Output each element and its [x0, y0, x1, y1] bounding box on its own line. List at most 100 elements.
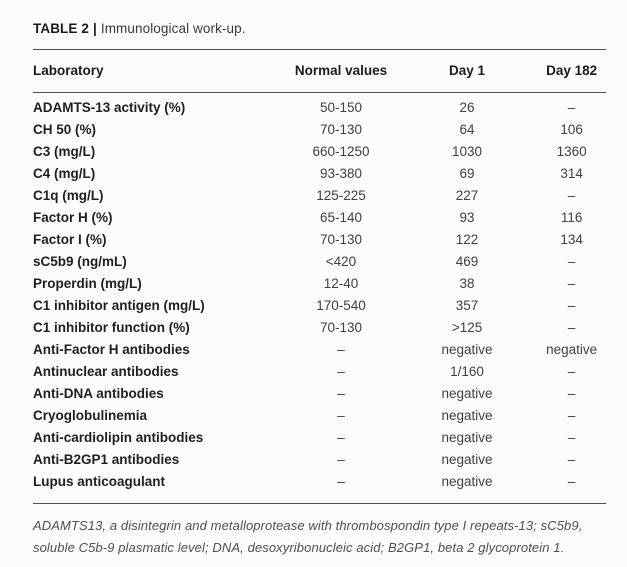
table-row: Anti-Factor H antibodies – negative negativ… [33, 339, 606, 361]
cell-day1: 1030 [452, 144, 483, 159]
row-label: Anti-Factor H antibodies [33, 342, 190, 357]
row-label: Cryoglobulinemia [33, 408, 148, 423]
cell-day1: 1/160 [450, 364, 484, 379]
column-header-day182: Day 182 [546, 63, 598, 78]
row-label: Properdin (mg/L) [33, 276, 142, 291]
cell-day182: – [567, 364, 576, 379]
row-label: Antinuclear antibodies [33, 364, 179, 379]
cell-day182: – [567, 452, 576, 467]
table-row: C4 (mg/L) 93-380 69 314 [33, 163, 606, 185]
cell-normal-values: 125-225 [316, 188, 366, 203]
table-label: TABLE 2 [33, 21, 89, 36]
cell-normal-values: 70-130 [319, 320, 362, 335]
table-row: C1 inhibitor antigen (mg/L) 170-540 357 – [33, 295, 606, 317]
cell-normal-values: 70-130 [319, 122, 362, 137]
cell-normal-values: – [337, 364, 345, 379]
row-label: C1 inhibitor antigen (mg/L) [33, 298, 205, 313]
cell-day182: 314 [560, 166, 583, 181]
cell-day182: – [567, 100, 576, 115]
cell-day1: negative [441, 386, 493, 401]
row-label: Anti-cardiolipin antibodies [33, 430, 204, 445]
cell-day1: 38 [459, 276, 475, 291]
cell-day182: – [567, 430, 576, 445]
table-row: ADAMTS-13 activity (%) 50-150 26 – [33, 93, 606, 120]
row-label: sC5b9 (ng/mL) [33, 254, 127, 269]
table-row: Factor I (%) 70-130 122 134 [33, 229, 606, 251]
cell-day1: 64 [459, 122, 475, 137]
table-row: Lupus anticoagulant – negative – [33, 471, 606, 504]
cell-day1: negative [441, 452, 493, 467]
cell-day1: 357 [455, 298, 479, 313]
cell-day1: negative [441, 408, 493, 423]
row-label: Anti-B2GP1 antibodies [33, 452, 180, 467]
cell-day1: negative [441, 474, 493, 489]
table-row: Properdin (mg/L) 12-40 38 – [33, 273, 606, 295]
table-row: C1q (mg/L) 125-225 227 – [33, 185, 606, 207]
cell-day1: 69 [459, 166, 475, 181]
cell-normal-values: – [337, 408, 345, 423]
cell-day182: 116 [560, 210, 583, 225]
cell-normal-values: 660-1250 [312, 144, 370, 159]
caption-text: Immunological work-up. [100, 21, 246, 36]
immunology-table: Laboratory Normal values Day 1 Day 182 A… [33, 49, 606, 504]
column-header-laboratory: Laboratory [33, 63, 104, 78]
cell-normal-values: 12-40 [323, 276, 359, 291]
cell-day1: 227 [455, 188, 479, 203]
table-row: sC5b9 (ng/mL) <420 469 – [33, 251, 606, 273]
cell-normal-values: 170-540 [316, 298, 366, 313]
table-row: Cryoglobulinemia – negative – [33, 405, 606, 427]
row-label: Factor H (%) [33, 210, 113, 225]
cell-day182: 1360 [556, 144, 587, 159]
table-row: Anti-DNA antibodies – negative – [33, 383, 606, 405]
table-row: CH 50 (%) 70-130 64 106 [33, 119, 606, 141]
cell-normal-values: 65-140 [319, 210, 362, 225]
caption-separator: | [92, 21, 97, 36]
column-header-normal-values: Normal values [294, 63, 388, 78]
table-footnote: ADAMTS13, a disintegrin and metalloprote… [33, 518, 583, 555]
cell-day182: – [567, 298, 576, 313]
row-label: Anti-DNA antibodies [33, 386, 164, 401]
table-row: Anti-B2GP1 antibodies – negative – [33, 449, 606, 471]
row-label: C1 inhibitor function (%) [33, 320, 190, 335]
table-row: C1 inhibitor function (%) 70-130 >125 – [33, 317, 606, 339]
cell-day182: negative [546, 342, 598, 357]
table-row: C3 (mg/L) 660-1250 1030 1360 [33, 141, 606, 163]
cell-day182: – [567, 386, 576, 401]
table-row: Anti-cardiolipin antibodies – negative – [33, 427, 606, 449]
cell-day182: – [567, 254, 576, 269]
cell-day1: 469 [455, 254, 479, 269]
cell-normal-values: 93-380 [319, 166, 362, 181]
row-label: C4 (mg/L) [33, 166, 96, 181]
row-label: CH 50 (%) [33, 122, 97, 137]
cell-day182: – [567, 188, 576, 203]
cell-normal-values: 70-130 [319, 232, 362, 247]
header-row: Laboratory Normal values Day 1 Day 182 [33, 49, 606, 93]
table-caption: TABLE 2 | Immunological work-up. [33, 21, 606, 36]
cell-day1: negative [441, 430, 493, 445]
cell-day182: 106 [560, 122, 583, 137]
cell-normal-values: 50-150 [319, 100, 362, 115]
cell-day1: 122 [455, 232, 479, 247]
row-label: ADAMTS-13 activity (%) [33, 100, 186, 115]
column-header-day1: Day 1 [449, 63, 486, 78]
cell-normal-values: – [337, 386, 345, 401]
cell-normal-values: – [337, 452, 345, 467]
cell-day1: negative [441, 342, 493, 357]
row-label: Lupus anticoagulant [33, 474, 166, 489]
cell-normal-values: – [337, 430, 345, 445]
cell-normal-values: <420 [325, 254, 357, 269]
cell-normal-values: – [337, 342, 345, 357]
table-body: ADAMTS-13 activity (%) 50-150 26 – CH 50 (%)… [33, 93, 606, 504]
row-label: C1q (mg/L) [33, 188, 104, 203]
table-row: Factor H (%) 65-140 93 116 [33, 207, 606, 229]
cell-day182: – [567, 320, 576, 335]
cell-normal-values: – [337, 474, 345, 489]
cell-day1: 93 [459, 210, 475, 225]
cell-day182: 134 [560, 232, 583, 247]
cell-day1: 26 [459, 100, 475, 115]
cell-day182: – [567, 408, 576, 423]
cell-day182: – [567, 474, 576, 489]
table-row: Antinuclear antibodies – 1/160 – [33, 361, 606, 383]
cell-day1: >125 [451, 320, 483, 335]
